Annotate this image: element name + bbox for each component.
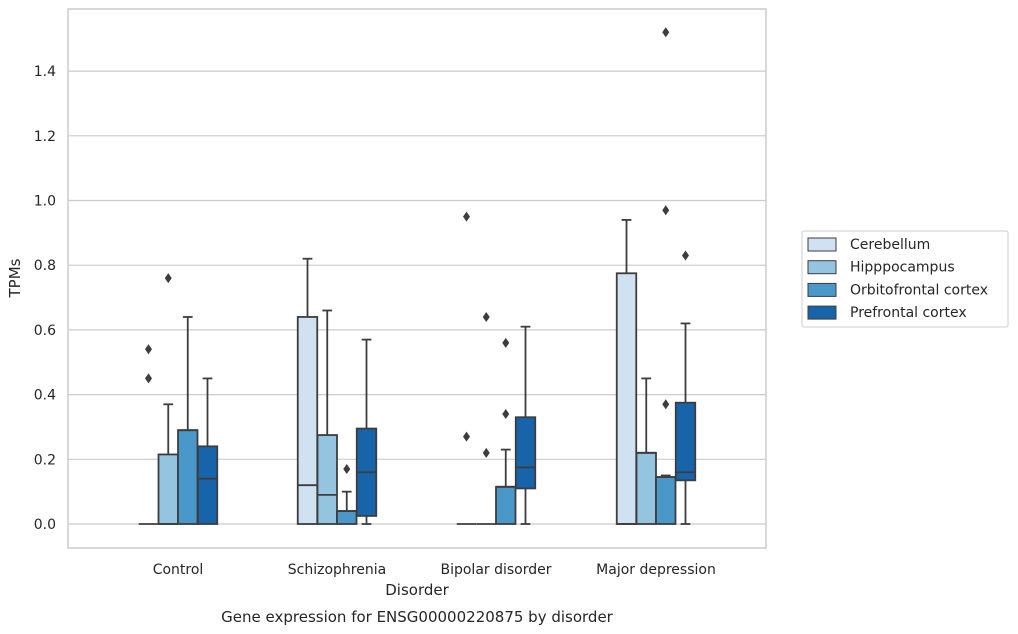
legend-swatch [807, 282, 837, 297]
legend-label: Cerebellum [850, 237, 930, 253]
box-prefrontal-cortex-0 [196, 377, 219, 525]
outlier-point [343, 464, 351, 475]
legend-swatch [807, 305, 837, 320]
box-prefrontal-cortex-2 [514, 325, 537, 525]
outlier-point [482, 311, 490, 322]
plot-area-frame [67, 8, 767, 549]
box-hipppocampus-2 [476, 311, 496, 525]
x-axis-label: Disorder [385, 581, 449, 599]
box-orbitofrontal-cortex-2 [495, 337, 517, 525]
outlier-point [502, 409, 510, 420]
box-cerebellum-3 [615, 219, 638, 525]
box [674, 401, 697, 482]
box [635, 451, 657, 525]
box-orbitofrontal-cortex-0 [177, 316, 199, 525]
box [514, 416, 537, 490]
legend-swatch [807, 260, 837, 275]
outlier-point [482, 447, 490, 458]
x-tick-labels: Control Schizophrenia Bipolar disorder Majo… [153, 562, 716, 578]
box [177, 429, 199, 525]
y-axis-label: TPMs [6, 258, 24, 298]
box [615, 272, 638, 525]
x-tick-label: Bipolar disorder [440, 562, 551, 578]
box-cerebellum-0 [138, 344, 159, 525]
legend: Cerebellum Hipppocampus Orbitofrontal cort… [801, 230, 1009, 328]
y-tick-label: 0.2 [34, 452, 56, 468]
outlier-point [662, 399, 670, 410]
box-cerebellum-2 [456, 211, 477, 525]
box [316, 434, 338, 525]
legend-label: Hipppocampus [850, 260, 955, 276]
legend-label: Prefrontal cortex [850, 305, 967, 321]
outlier-point [662, 27, 670, 38]
y-tick-label: 1.2 [34, 129, 56, 145]
legend-frame [801, 230, 1009, 328]
outlier-point [145, 373, 152, 384]
y-tick-label: 0.6 [34, 323, 56, 339]
box-orbitofrontal-cortex-1 [336, 464, 358, 525]
box [296, 316, 319, 525]
box-plots [138, 27, 697, 525]
x-tick-label: Schizophrenia [288, 562, 386, 578]
box-hipppocampus-3 [635, 377, 657, 525]
box [196, 445, 219, 525]
outlier-point [164, 273, 172, 284]
y-tick-label: 0.4 [34, 388, 56, 404]
box-hipppocampus-0 [157, 273, 179, 525]
box [336, 510, 358, 525]
box [495, 485, 517, 525]
chart-caption: Gene expression for ENSG00000220875 by d… [221, 608, 614, 626]
box [157, 453, 179, 525]
y-tick-label: 1.0 [34, 194, 56, 210]
legend-swatch [807, 237, 837, 252]
x-tick-label: Control [153, 562, 204, 578]
outlier-point [682, 250, 689, 261]
y-tick-label: 1.4 [34, 64, 56, 80]
y-tick-labels: 0.0 0.2 0.4 0.6 0.8 1.0 1.2 1.4 [34, 64, 56, 533]
legend-label: Orbitofrontal cortex [850, 282, 988, 298]
box-hipppocampus-1 [316, 309, 338, 525]
y-tick-label: 0.8 [34, 258, 56, 274]
box-orbitofrontal-cortex-3 [655, 27, 677, 525]
box [655, 476, 677, 525]
x-tick-label: Major depression [596, 562, 716, 578]
box-cerebellum-1 [296, 257, 319, 525]
outlier-point [145, 344, 152, 355]
box-prefrontal-cortex-1 [355, 338, 378, 525]
outlier-point [502, 337, 510, 348]
outlier-point [463, 211, 470, 222]
box-prefrontal-cortex-3 [674, 250, 697, 525]
y-tick-label: 0.0 [34, 517, 56, 533]
outlier-point [662, 205, 670, 216]
outlier-point [463, 431, 470, 442]
